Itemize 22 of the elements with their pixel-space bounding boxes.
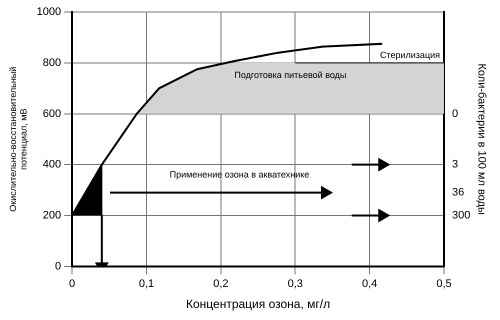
y-tick-label: 600 [42,108,62,120]
x-axis-title: Концентрация озона, мг/л [186,297,330,312]
x-tick-label: 0,1 [138,278,154,290]
y-axis-title: Окислительно-восстановительный потенциал, мВ [8,66,29,212]
x-tick-label: 0,2 [213,278,228,290]
y-tick-label: 800 [42,56,62,69]
y-tick-label: 400 [42,158,62,171]
y2-axis-title: Коли-бактерии в 100 мл воды [475,64,488,215]
annotation: Применение озона в акватехнике [170,169,310,180]
text: 0 [452,108,458,120]
y-tick-label: 1000 [36,6,62,18]
band-label: Подготовка питьевой воды [234,70,346,80]
x-tick-label: 0 [69,278,76,290]
x-tick-label: 0,4 [362,278,378,290]
text: 300 [452,210,470,222]
y-tick-label: 0 [54,260,62,272]
x-tick-label: 0,5 [436,278,452,290]
text: 36 [452,186,464,199]
text: 3 [452,158,458,171]
ref-line-label: Стерилизация [380,50,440,60]
y-tick-label: 200 [42,210,62,222]
x-tick-label: 0,3 [288,278,303,290]
